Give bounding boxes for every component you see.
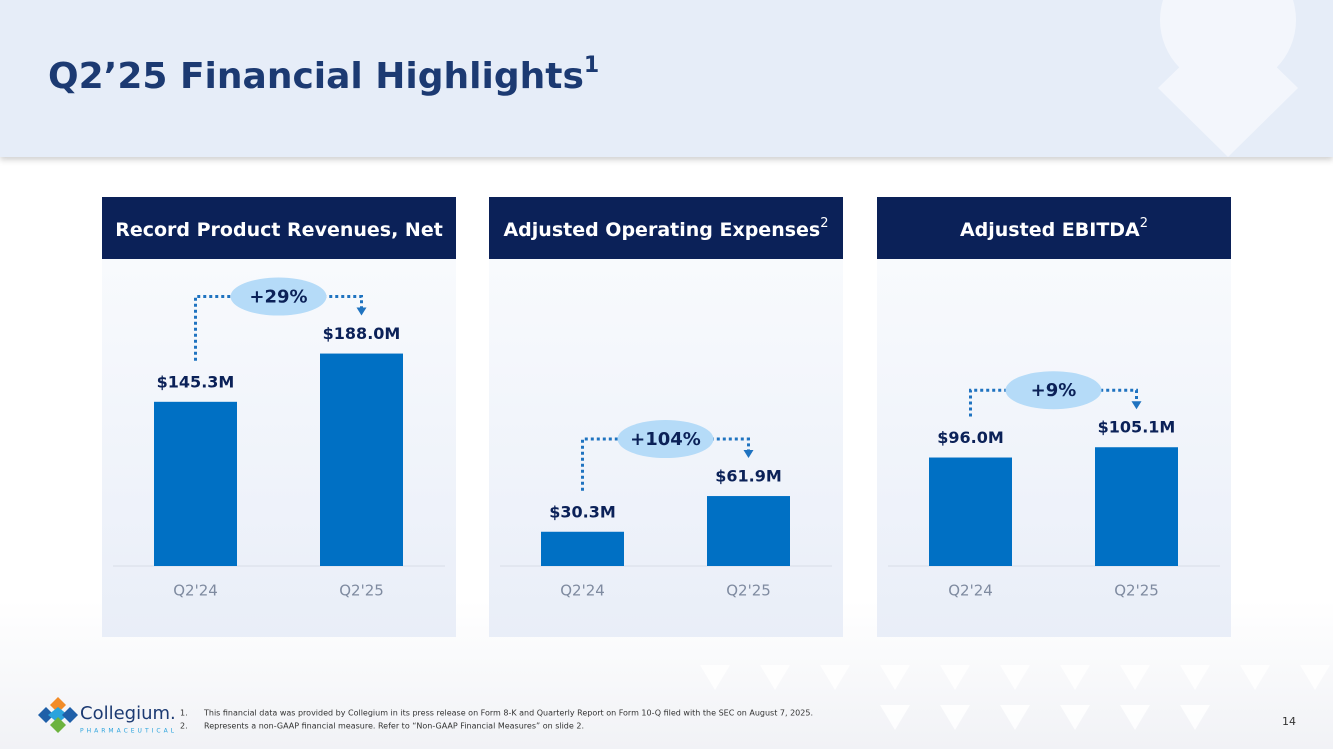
panel-title-superscript: 2: [1140, 216, 1148, 231]
value-label: $30.3M: [549, 502, 616, 521]
value-label: $61.9M: [715, 467, 782, 486]
change-pill: [230, 277, 327, 316]
panel-title-text: Adjusted EBITDA: [960, 219, 1140, 241]
x-tick-label: Q2'25: [726, 582, 771, 600]
x-tick-label: Q2'25: [1114, 582, 1159, 600]
change-bracket: [194, 295, 363, 361]
title-text: Q2’25 Financial Highlights: [48, 56, 584, 97]
bar: [154, 401, 237, 566]
bar: [320, 353, 403, 566]
change-arrow: [1131, 401, 1142, 410]
x-tick-label: Q2'25: [339, 582, 384, 600]
change-arrow: [743, 450, 754, 459]
footnote-number: 2.: [180, 722, 188, 731]
x-tick-label: Q2'24: [948, 582, 993, 600]
logo-tagline: PHARMACEUTICAL: [80, 728, 177, 735]
panel-title-text: Record Product Revenues, Net: [115, 219, 443, 241]
value-label: $96.0M: [937, 428, 1004, 447]
bar: [929, 457, 1012, 566]
footnote-text: Represents a non-GAAP financial measure.…: [204, 722, 584, 731]
change-pill: [617, 420, 714, 459]
footer-chevrons: [700, 665, 1330, 730]
panel-title: Adjusted EBITDA2: [960, 216, 1148, 241]
header-banner: [0, 0, 1333, 157]
logo-name: Collegium.: [80, 703, 176, 724]
change-annotation: +9%: [1031, 380, 1077, 401]
bar: [1095, 447, 1178, 566]
panel-title-text: Adjusted Operating Expenses: [503, 219, 820, 241]
change-annotation: +29%: [249, 287, 307, 308]
panel-header: [489, 197, 843, 259]
change-annotation: +104%: [630, 429, 701, 450]
panel-header: [877, 197, 1231, 259]
panel-title-superscript: 2: [820, 216, 828, 231]
x-tick-label: Q2'24: [173, 582, 218, 600]
title-superscript: 1: [584, 53, 599, 78]
slide-title: Q2’25 Financial Highlights1: [48, 53, 599, 97]
bar: [707, 496, 790, 566]
x-tick-label: Q2'24: [560, 582, 605, 600]
change-pill: [1005, 371, 1102, 410]
footnote-text: This financial data was provided by Coll…: [203, 709, 813, 718]
value-label: $145.3M: [157, 372, 235, 391]
bar: [541, 531, 624, 566]
panel-title: Record Product Revenues, Net: [115, 219, 443, 241]
logo: Collegium. PHARMACEUTICAL: [38, 697, 177, 735]
panel-title: Adjusted Operating Expenses2: [503, 216, 828, 241]
panel-header: [102, 197, 456, 259]
change-arrow: [356, 307, 367, 316]
value-label: $105.1M: [1098, 418, 1176, 437]
value-label: $188.0M: [323, 324, 401, 343]
header-decoration: [1158, 0, 1298, 157]
page-number: 14: [1282, 715, 1296, 728]
footnote-number: 1.: [180, 709, 188, 718]
